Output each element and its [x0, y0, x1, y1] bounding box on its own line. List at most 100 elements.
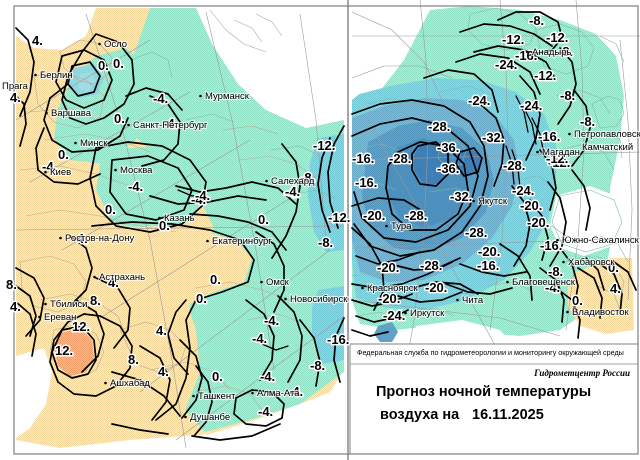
- city-dot-icon: [251, 391, 254, 395]
- city-label: Казань: [164, 213, 195, 224]
- city-marker: [361, 286, 364, 290]
- city-label-halo: Екатеринбург: [212, 236, 272, 247]
- isoline-label: -12.: [546, 30, 568, 45]
- city-marker: [44, 170, 47, 174]
- isoline-label: -16.: [540, 238, 562, 253]
- isoline-label: 8.: [6, 277, 17, 292]
- city-marker: [158, 216, 161, 220]
- city-marker: [404, 311, 407, 315]
- city-marker: [566, 310, 569, 314]
- isoline-label: -4.: [252, 331, 267, 346]
- zone-orange-core: [54, 328, 94, 376]
- city-dot-icon: [114, 168, 117, 172]
- city-label: Новосибирск: [290, 294, 348, 305]
- city-label: Чита: [462, 295, 484, 306]
- city-label-halo: Берлин: [40, 70, 73, 81]
- isoline-label: -24.: [520, 98, 542, 113]
- isoline-label-halo: -12.: [546, 151, 568, 166]
- city-label-halo: Южно-Сахалинск: [562, 235, 640, 246]
- city-marker: [44, 302, 47, 306]
- isoline-label-halo: -20.: [377, 260, 399, 275]
- city-label: Москва: [120, 165, 153, 176]
- isoline-label: -4.: [128, 179, 143, 194]
- isoline-label-halo: -8.: [560, 88, 575, 103]
- city-label: Берлин: [40, 70, 73, 81]
- isoline-label: -20.: [377, 260, 399, 275]
- isoline-label-halo: -12.: [328, 210, 350, 225]
- city-label-halo: Москва: [120, 165, 153, 176]
- city-marker: [184, 415, 187, 419]
- isoline-label-halo: -4.: [264, 313, 279, 328]
- city-dot-icon: [566, 310, 569, 314]
- isoline-label-halo: 4.: [158, 364, 169, 379]
- isoline-label-halo: -4.: [284, 185, 299, 200]
- isoline-label: 0.: [58, 147, 69, 162]
- city-dot-icon: [404, 311, 407, 315]
- city-marker: [536, 150, 539, 154]
- city-dot-icon: [34, 73, 37, 77]
- isoline-label: -32.: [450, 189, 472, 204]
- isoline-label-halo: -16.: [477, 258, 499, 273]
- city-label: Санкт-Петербург: [133, 120, 208, 131]
- city-dot-icon: [284, 297, 287, 301]
- isoline-label: -16.: [477, 258, 499, 273]
- isoline-label-halo: 12.: [55, 343, 73, 358]
- city-label: Камчатский: [582, 142, 633, 153]
- city-label: Киев: [50, 167, 71, 178]
- isoline-label-halo: 4.: [10, 299, 21, 314]
- isoline-label: 4.: [158, 364, 169, 379]
- city-label: Южно-Сахалинск: [562, 235, 640, 246]
- city-marker: [568, 132, 571, 136]
- city-label: Мурманск: [205, 91, 250, 102]
- isoline-label: -16.: [327, 332, 349, 347]
- city-marker: [206, 239, 209, 243]
- isoline-label: -28.: [420, 258, 442, 273]
- isoline-label-halo: 0.: [608, 260, 619, 275]
- sea-japan: [610, 196, 640, 258]
- city-dot-icon: [38, 315, 41, 319]
- isoline-label: 12.: [55, 343, 73, 358]
- city-dot-icon: [184, 415, 187, 419]
- city-dot-icon: [562, 260, 565, 264]
- credit-line-2: Гидрометцентр России: [533, 368, 630, 378]
- city-dot-icon: [206, 239, 209, 243]
- isoline-label-halo: -4.: [545, 280, 560, 295]
- isoline-label: -36.: [437, 140, 459, 155]
- city-label-halo: Красноярск: [367, 283, 419, 294]
- isoline-label: -8.: [300, 170, 315, 185]
- forecast-title-line-2: воздуха на: [380, 407, 460, 423]
- isoline-label: 12.: [72, 319, 90, 334]
- city-marker: [265, 179, 268, 183]
- city-dot-icon: [45, 111, 48, 115]
- isoline-label: 0.: [105, 202, 116, 217]
- isoline-label-halo: 0.: [212, 369, 223, 384]
- city-label-halo: Хабаровск: [568, 257, 615, 268]
- isoline-label: 0.: [113, 56, 124, 71]
- city-label-halo: Якутск: [478, 196, 508, 207]
- city-label: Иркутск: [410, 308, 445, 319]
- city-label-halo: Ташкент: [198, 391, 236, 402]
- isoline-label-halo: -8.: [300, 170, 315, 185]
- zone-beige-urals: [20, 226, 252, 440]
- isoline-label-halo: -12.: [502, 32, 524, 47]
- isoline-label-halo: -24.: [383, 308, 405, 323]
- isoline-label: 4.: [77, 231, 88, 246]
- isoline-label-halo: -36.: [437, 161, 459, 176]
- isoline-label: -24.: [495, 57, 517, 72]
- isoline-label-halo: -20.: [425, 280, 447, 295]
- isoline-label: -20.: [478, 244, 500, 259]
- city-label: Тбилиси: [50, 299, 87, 310]
- isoline-label-halo: -20.: [520, 198, 542, 213]
- isoline-label-halo: -4.: [153, 91, 168, 106]
- city-marker: [506, 280, 509, 284]
- isolines-right: [351, 11, 637, 339]
- sea-right-topright: [596, 0, 640, 60]
- isoline-label: -20.: [363, 208, 385, 223]
- city-dot-icon: [98, 42, 101, 46]
- city-dot-icon: [568, 132, 571, 136]
- city-label: Ташкент: [198, 391, 236, 402]
- city-label-halo: Магадан: [542, 147, 580, 158]
- city-label-halo: Тбилиси: [50, 299, 87, 310]
- sea-arctic-left: [196, 8, 344, 128]
